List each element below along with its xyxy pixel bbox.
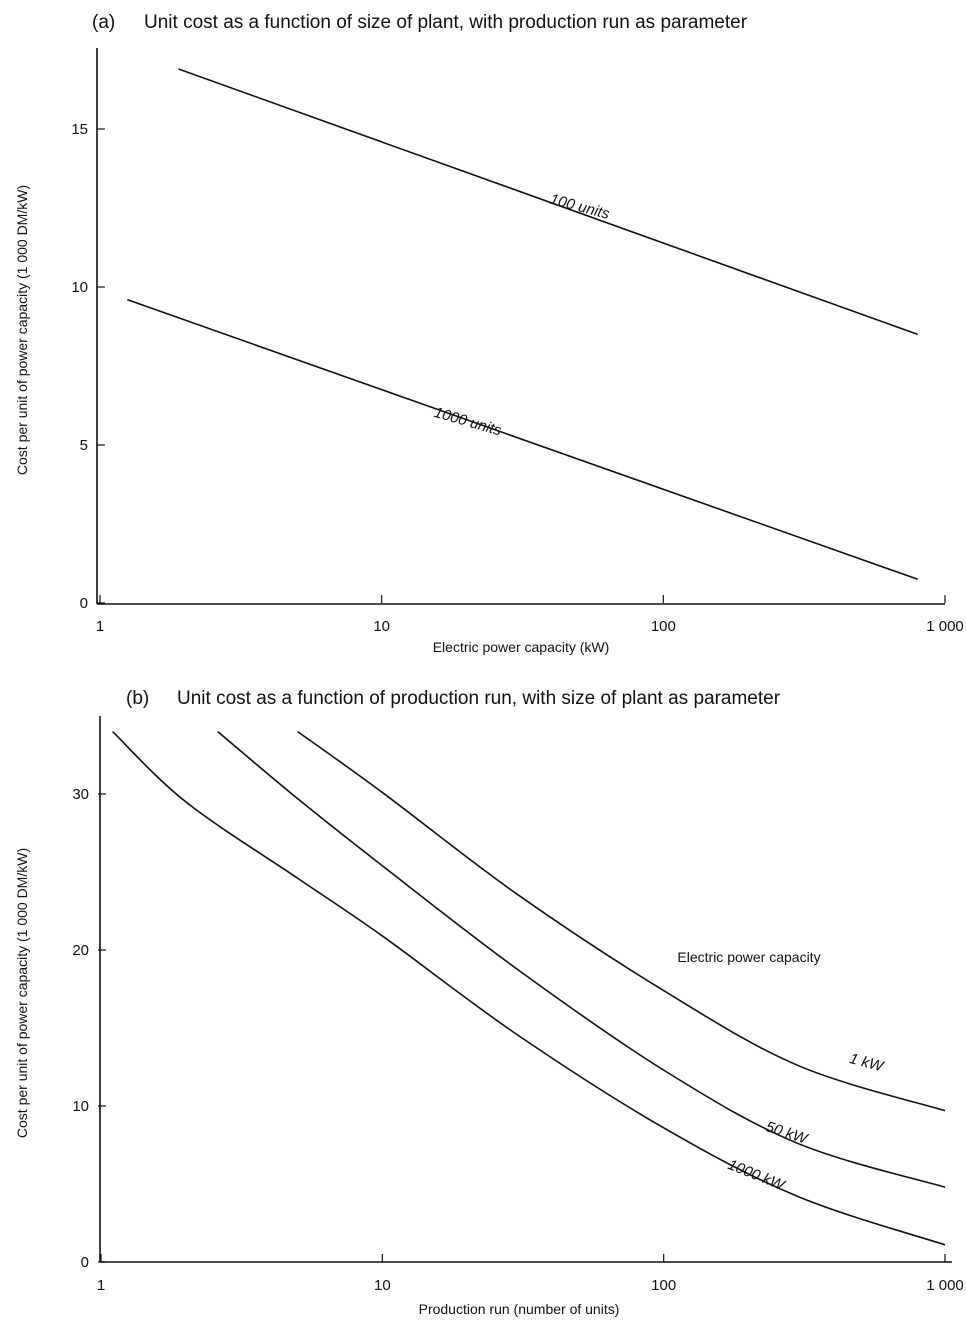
panel-b-x-tick-label: 10	[374, 1277, 391, 1294]
panel-a-y-tick-label: 10	[71, 279, 88, 296]
panel-b-x-tick-label: 1	[97, 1277, 105, 1294]
panel-b-series-50-kw-label: 50 kW	[764, 1118, 811, 1148]
panel-b-series: 1 kW 50 kW 1000 kW	[112, 730, 946, 1246]
panel-b: (b) Unit cost as a function of productio…	[14, 688, 964, 1317]
panel-b-series-1000-kw-label: 1000 kW	[725, 1156, 788, 1195]
panel-a-title: Unit cost as a function of size of plant…	[144, 12, 748, 33]
panel-a-series-100-units-line	[178, 68, 918, 336]
panel-b-y-axis-title: Cost per unit of power capacity (1 000 D…	[14, 848, 30, 1138]
panel-a-ticks: 1 10 100 1 000 0 5 10 15	[71, 121, 963, 635]
panel-b-x-tick-label: 100	[651, 1277, 676, 1294]
panel-b-series-1-kw-line	[297, 730, 946, 1112]
panel-a-y-tick-label: 5	[80, 437, 88, 454]
panel-a-x-axis-title: Electric power capacity (kW)	[433, 639, 610, 655]
panel-b-x-tick-label: 1 000	[926, 1277, 964, 1294]
panel-a-x-tick-label: 1	[96, 618, 104, 635]
panel-a-y-tick-label: 0	[80, 595, 88, 612]
panel-a-series: 100 units 1000 units	[127, 68, 918, 581]
panel-b-y-tick-label: 10	[72, 1098, 89, 1115]
panel-b-x-axis-title: Production run (number of units)	[419, 1301, 620, 1317]
panel-a: (a) Unit cost as a function of size of p…	[14, 12, 964, 655]
panel-b-y-tick-label: 0	[81, 1254, 89, 1271]
panel-b-ticks: 1 10 100 1 000 0 10 20 30	[72, 786, 963, 1294]
panel-a-series-100-units-label: 100 units	[548, 191, 612, 223]
panel-b-y-tick-label: 20	[72, 942, 89, 959]
panel-a-label: (a)	[92, 12, 115, 33]
panel-a-y-axis-title: Cost per unit of power capacity (1 000 D…	[14, 185, 30, 475]
panel-a-series-1000-units-line	[127, 298, 918, 581]
panel-a-y-tick-label: 15	[71, 121, 88, 138]
panel-a-series-1000-units-label: 1000 units	[432, 404, 504, 440]
panel-b-annotation: Electric power capacity	[677, 949, 820, 965]
panel-b-series-1000-kw-line	[112, 731, 946, 1246]
panel-b-series-1-kw-label: 1 kW	[848, 1050, 887, 1076]
panel-a-x-tick-label: 1 000	[926, 618, 964, 635]
panel-a-x-tick-label: 10	[373, 618, 390, 635]
panel-b-series-50-kw-line	[217, 730, 946, 1188]
panel-b-title: Unit cost as a function of production ru…	[177, 688, 781, 709]
panel-b-label: (b)	[126, 688, 149, 709]
panel-a-x-tick-label: 100	[651, 618, 676, 635]
panel-b-y-tick-label: 30	[72, 786, 89, 803]
